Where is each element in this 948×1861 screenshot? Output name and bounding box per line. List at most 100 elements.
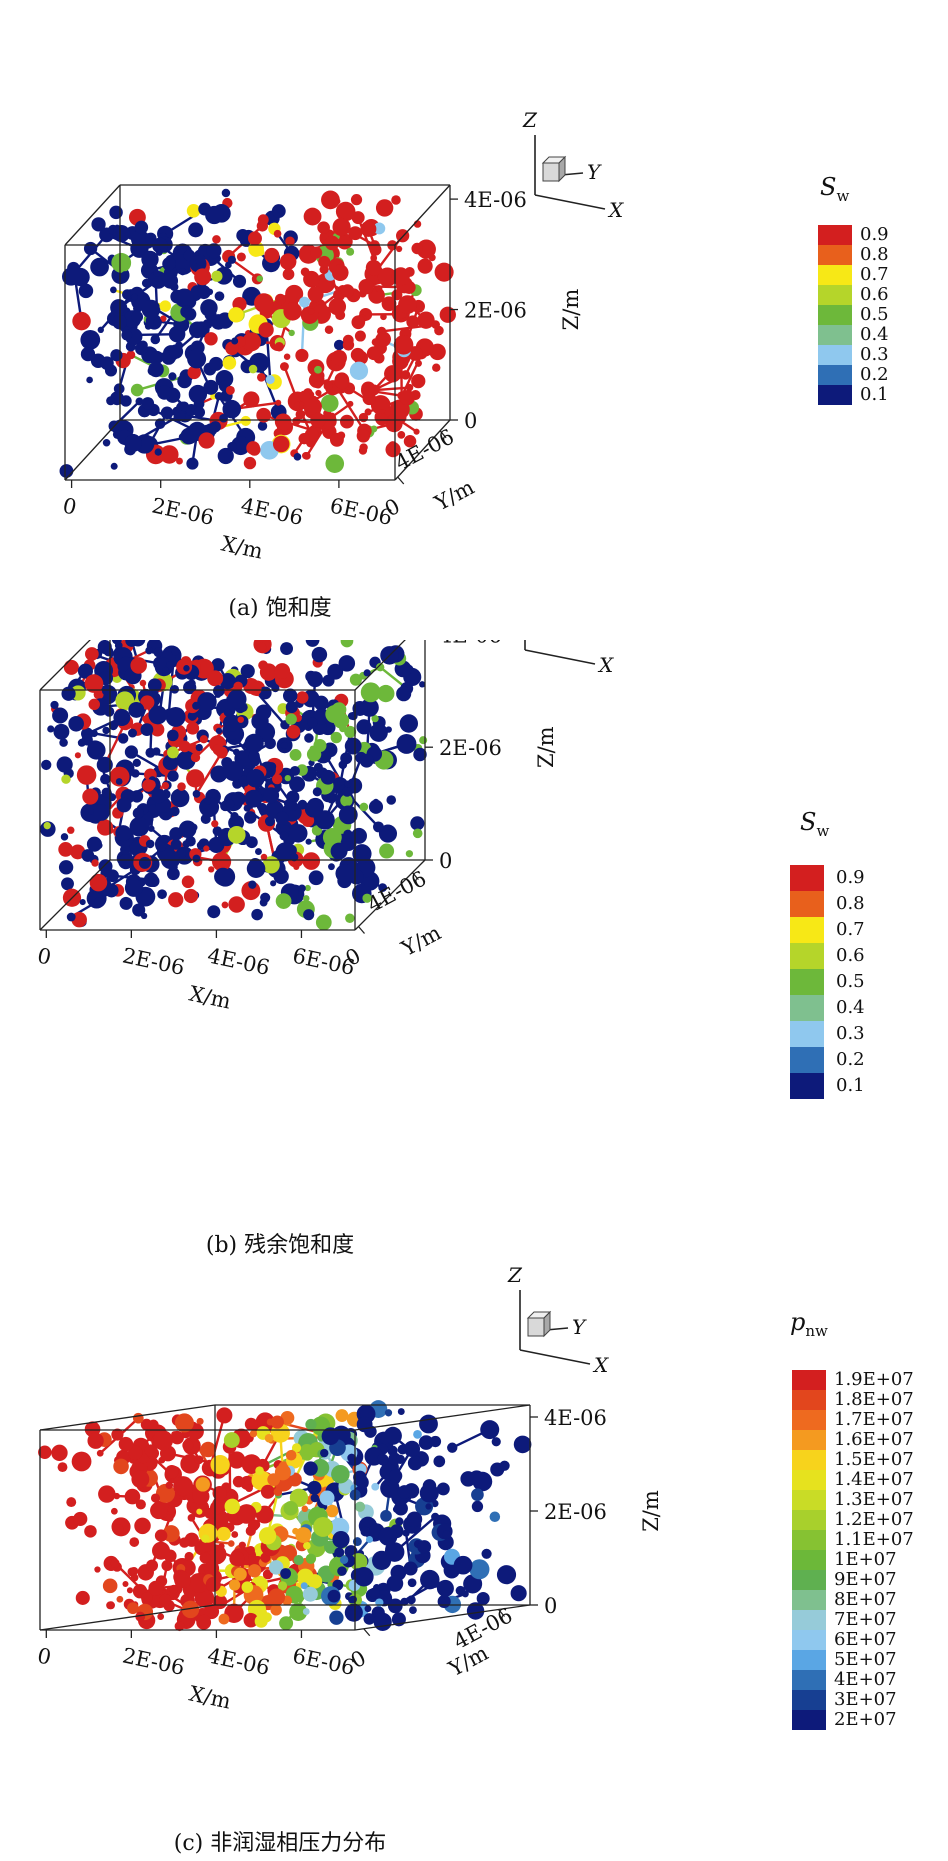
pore-body [206, 243, 222, 259]
pore-body [359, 753, 374, 768]
pore-body [279, 362, 289, 371]
pore-body [247, 1519, 260, 1532]
pore-body [130, 640, 146, 647]
colorbar-swatch [792, 1630, 826, 1650]
pore-body [383, 1426, 402, 1445]
pore-body [434, 262, 454, 282]
pore-body [170, 1430, 184, 1445]
pore-body [194, 1455, 204, 1465]
pore-body [51, 1444, 68, 1462]
pore-body [302, 1586, 318, 1602]
pore-body [300, 267, 310, 277]
pore-body [196, 1508, 203, 1515]
pore-body [344, 780, 352, 788]
pore-body [145, 839, 155, 849]
pore-body [366, 346, 381, 361]
pore-body [160, 406, 174, 420]
pore-body [430, 1578, 440, 1588]
pore-body [413, 428, 420, 435]
pore-body [359, 802, 369, 812]
pore-body [75, 1590, 90, 1605]
pore-body [481, 1548, 492, 1559]
pore-body [170, 684, 180, 694]
y-axis-label: Y/m [444, 1641, 492, 1682]
pore-body [110, 462, 118, 470]
pore-body [86, 836, 102, 852]
pore-body [279, 1616, 294, 1631]
pore-body [160, 445, 179, 464]
pore-body [295, 1527, 312, 1543]
colorbar-swatch [792, 1410, 826, 1430]
pore-body [339, 724, 347, 733]
colorbar-swatch [818, 305, 852, 325]
pore-body [113, 1524, 124, 1534]
pore-body [354, 330, 366, 342]
pore-body [378, 883, 388, 892]
pore-body [204, 332, 218, 346]
colorbar-swatch [792, 1570, 826, 1590]
pore-body [300, 1582, 308, 1590]
pore-body [174, 1621, 185, 1632]
pore-body [496, 1565, 517, 1585]
pore-body [142, 715, 150, 723]
pore-body [351, 315, 366, 330]
pore-body [371, 338, 380, 347]
pore-body [256, 248, 265, 256]
pore-body [121, 271, 130, 280]
pore-body [196, 1614, 212, 1630]
pore-body [200, 1441, 216, 1458]
pore-body [312, 787, 322, 797]
pore-body [230, 812, 239, 821]
pore-body [461, 1590, 469, 1598]
pore-body [255, 1466, 264, 1475]
pore-body [345, 913, 355, 924]
pore-body [425, 1503, 432, 1510]
pore-body [388, 414, 398, 424]
pore-body [83, 241, 98, 256]
pore-body [173, 1476, 194, 1497]
pore-body [38, 1445, 52, 1460]
pore-body [369, 723, 388, 742]
pore-body [152, 1541, 171, 1560]
pore-body [97, 326, 104, 333]
pore-body [214, 391, 224, 401]
pore-body [147, 678, 162, 693]
pore-body [238, 1541, 246, 1549]
pore-body [140, 723, 154, 737]
pore-body [386, 795, 397, 805]
pore-body [82, 788, 99, 805]
pore-body [70, 844, 86, 860]
pore-body [334, 374, 350, 390]
pore-body [308, 870, 324, 886]
pore-body [397, 1485, 412, 1499]
pore-body [271, 773, 283, 785]
pore-body [154, 448, 162, 456]
pore-body [283, 302, 302, 321]
colorbar-tick-label: 0.1 [860, 384, 889, 405]
pore-body [201, 1534, 210, 1543]
pore-body [111, 640, 122, 645]
pore-body [218, 1613, 230, 1625]
pore-body [307, 1480, 322, 1495]
pore-body [402, 1529, 410, 1537]
pore-body [74, 752, 81, 759]
pore-body [236, 229, 250, 242]
pore-body [213, 685, 225, 697]
pore-body [186, 457, 199, 470]
pore-body [275, 893, 292, 909]
pore-body [228, 307, 244, 323]
pore-body [140, 912, 148, 920]
pore-body [177, 373, 192, 389]
pore-body [325, 705, 344, 724]
pore-body [305, 838, 312, 845]
pore-body [406, 1511, 423, 1528]
x-tick-label: 2E-06 [150, 493, 217, 530]
pore-body [243, 391, 260, 408]
pore-body [91, 217, 106, 232]
pore-body [289, 748, 302, 761]
pore-body [429, 1435, 442, 1448]
pore-body [140, 695, 155, 710]
pore-body [391, 267, 410, 286]
pore-body [112, 224, 131, 243]
colorbar-swatch [818, 345, 852, 365]
